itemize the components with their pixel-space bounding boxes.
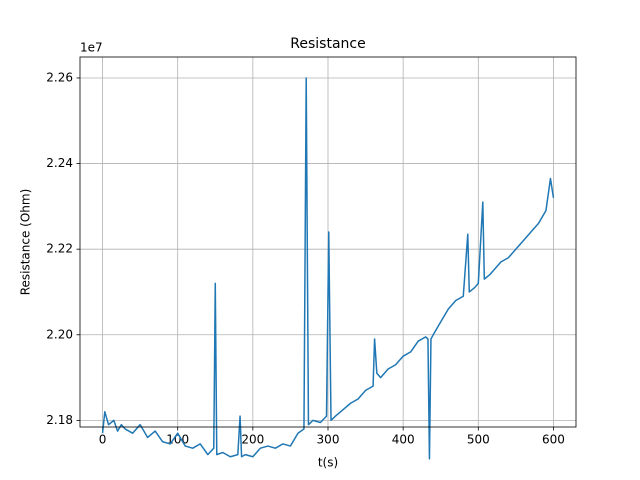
y-tick-label: 2.26 (46, 70, 73, 84)
y-tick-label: 2.20 (46, 327, 73, 341)
plot-frame (79, 56, 577, 428)
y-tick-label: 2.24 (46, 156, 73, 170)
y-axis-label: Resistance (Ohm) (19, 189, 33, 296)
x-tick-label: 400 (392, 433, 415, 447)
data-line (101, 77, 555, 460)
y-tick-label: 2.18 (46, 413, 73, 427)
x-tick-label: 300 (317, 433, 340, 447)
x-tick-label: 200 (241, 433, 264, 447)
x-tick-label: 600 (542, 433, 565, 447)
y-tick-label: 2.22 (46, 242, 73, 256)
chart-title: Resistance (290, 36, 365, 52)
x-tick-label: 500 (467, 433, 490, 447)
x-tick-label: 0 (99, 433, 107, 447)
x-axis-label: t(s) (318, 456, 338, 470)
y-offset-label: 1e7 (80, 41, 103, 55)
